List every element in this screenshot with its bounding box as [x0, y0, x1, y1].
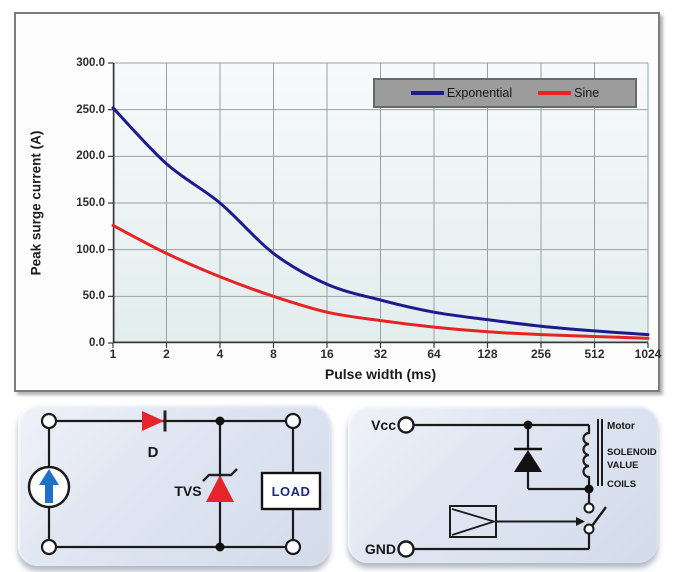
y-tick-label: 250.0 [76, 103, 105, 116]
x-tick-label: 256 [530, 347, 552, 361]
drive-signal-arrowhead [576, 517, 585, 526]
junction-dot [584, 484, 594, 494]
tvs-diode-icon [206, 475, 234, 502]
y-tick-label: 150.0 [76, 197, 105, 209]
legend-item-exponential: Exponential [410, 86, 513, 100]
vcc-label: Vcc [371, 417, 396, 433]
flyback-diode-icon [514, 450, 542, 472]
y-tick-label: 200.0 [76, 150, 105, 163]
x-axis-title: Pulse width (ms) [324, 366, 437, 382]
x-tick-label: 2 [163, 347, 170, 361]
coil-label-coils: COILS [607, 479, 636, 490]
curve-sine [111, 223, 650, 340]
x-tick-label: 64 [427, 347, 441, 361]
x-tick-label: 1024 [634, 347, 662, 361]
coil-label-motor: Motor [607, 421, 635, 432]
junction-dot [215, 542, 225, 552]
junction-dot [215, 416, 225, 426]
switch-contact-bottom [583, 523, 595, 535]
curve-exponential [111, 106, 650, 337]
y-tick-label: 300.0 [76, 57, 105, 69]
tvs-label: TVS [174, 483, 201, 499]
junction-dot [523, 420, 533, 430]
legend-label-sine: Sine [574, 86, 600, 100]
circuit-wires [413, 423, 591, 551]
x-tick-label: 1 [109, 347, 117, 361]
x-tick-label: 4 [216, 347, 224, 361]
driver-buffer-triangle [451, 508, 498, 536]
exponential-line-swatch [410, 91, 444, 95]
sine-line-swatch [538, 91, 572, 95]
diode-d-label: D [148, 444, 159, 461]
coil-label-value: VALUE [607, 460, 639, 471]
current-source-arrow-icon [39, 469, 59, 503]
relay-coil-icon [582, 425, 591, 489]
chart-canvas [108, 62, 650, 348]
x-tick-label: 32 [373, 347, 388, 361]
chart-legend: Exponential Sine [373, 78, 637, 108]
switch-contact-top [583, 502, 595, 514]
gnd-terminal [397, 540, 415, 558]
y-axis-tick-labels: 0.0 50.0 100.0 150.0 200.0 250.0 300.0 [16, 14, 105, 390]
y-tick-label: 100.0 [76, 243, 105, 256]
plot-area [108, 62, 650, 348]
coil-label-solenoid: SOLENOID [607, 447, 657, 458]
relay-circuit-canvas: Motor SOLENOID VALUE COILS Vcc GND [365, 416, 657, 558]
x-tick-label: 16 [320, 347, 334, 361]
tvs-circuit-canvas: D TVS LOAD [27, 410, 322, 556]
legend-item-sine: Sine [538, 86, 599, 100]
diode-d-icon [142, 411, 164, 431]
y-tick-label: 50.0 [82, 290, 105, 303]
tvs-protection-circuit-diagram: D TVS LOAD [18, 404, 330, 566]
load-label: LOAD [272, 484, 311, 499]
tvs-zener-bar [202, 468, 238, 482]
x-tick-label: 512 [584, 347, 605, 361]
surge-current-chart-panel: Peak surge current (A) 0.0 50.0 100.0 150.0… [14, 12, 662, 392]
terminal-dots [40, 412, 302, 556]
y-tick-label: 0.0 [89, 337, 105, 349]
circuit-wires [47, 419, 295, 549]
vcc-terminal [397, 416, 415, 434]
x-axis-tick-labels: 1 2 4 8 16 32 64 128 256 512 1024 [16, 347, 662, 362]
relay-driver-circuit-diagram: Motor SOLENOID VALUE COILS Vcc GND [348, 405, 658, 563]
load-box [260, 471, 322, 511]
switch-blade [591, 506, 607, 527]
x-tick-label: 8 [270, 347, 277, 361]
x-tick-label: 128 [477, 347, 498, 361]
gnd-label: GND [365, 541, 396, 557]
legend-label-exponential: Exponential [446, 86, 513, 100]
